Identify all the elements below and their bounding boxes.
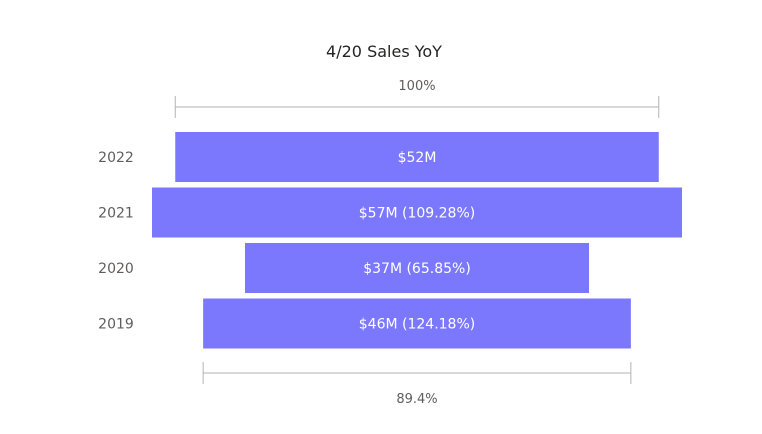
funnel-bar-2022[interactable] — [175, 132, 659, 182]
data-label-2020: $37M (65.85%) — [363, 261, 471, 277]
funnel-bar-2021[interactable] — [152, 187, 682, 238]
data-label-2019: $46M (124.18%) — [359, 317, 475, 333]
data-label-2021: $57M (109.28%) — [359, 206, 475, 222]
category-label-2020: 2020 — [98, 261, 134, 277]
chart-title: 4/20 Sales YoY — [326, 42, 442, 61]
category-label-2019: 2019 — [98, 317, 134, 333]
bottom-measure-label: 89.4% — [396, 392, 437, 407]
funnel-bar-2020[interactable] — [244, 243, 590, 293]
category-label-2022: 2022 — [98, 150, 134, 166]
category-label-2021: 2021 — [98, 206, 134, 222]
top-measure-label: 100% — [398, 79, 435, 94]
funnel-bar-2019[interactable] — [203, 298, 631, 349]
data-label-2022: $52M — [398, 150, 437, 166]
